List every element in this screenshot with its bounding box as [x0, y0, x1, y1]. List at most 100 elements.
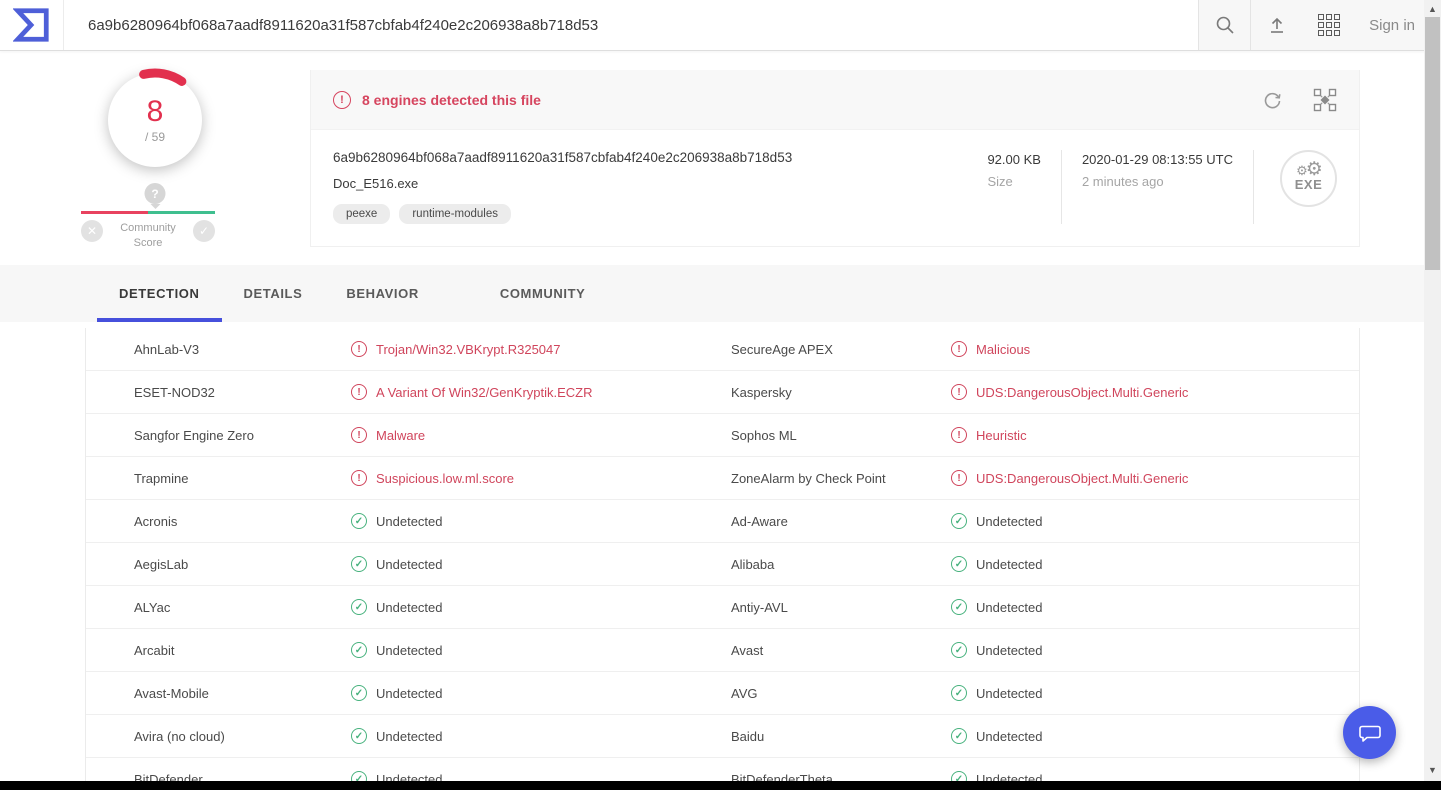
- engine-result: Undetected: [951, 642, 1359, 658]
- file-info-row: 6a9b6280964bf068a7aadf8911620a31f587cbfa…: [311, 130, 1359, 246]
- scroll-up-arrow[interactable]: ▲: [1428, 3, 1437, 14]
- engine-result: Suspicious.low.ml.score: [351, 470, 731, 486]
- status-icon: [351, 427, 367, 443]
- score-bar-positive: [148, 211, 215, 214]
- search-button[interactable]: [1199, 0, 1252, 50]
- tab-community[interactable]: COMMUNITY: [478, 265, 608, 322]
- score-bar-negative: [81, 211, 148, 214]
- status-icon: [351, 642, 367, 658]
- apps-grid-icon: [1318, 14, 1341, 36]
- status-icon: [351, 513, 367, 529]
- file-name: Doc_E516.exe: [333, 176, 419, 191]
- engine-name: Trapmine: [134, 470, 189, 486]
- file-size-block: 92.00 KB Size: [967, 150, 1061, 189]
- page-scrollbar[interactable]: ▲ ▼: [1424, 0, 1441, 790]
- status-icon: [951, 427, 967, 443]
- engine-name: Arcabit: [134, 642, 175, 658]
- scrollbar-thumb[interactable]: [1425, 17, 1440, 270]
- engine-result: Undetected: [351, 685, 731, 701]
- file-tags: peexe runtime-modules: [333, 204, 967, 224]
- engine-name: Sangfor Engine Zero: [134, 427, 254, 443]
- engine-result: Undetected: [951, 599, 1359, 615]
- engine-result: Undetected: [351, 642, 731, 658]
- detection-row: ESET-NOD32 A Variant Of Win32/GenKryptik…: [86, 371, 1359, 414]
- upload-button[interactable]: [1251, 0, 1303, 50]
- detection-row: Acronis Undetected Ad-Aware Undetected: [86, 500, 1359, 543]
- engine-result: Undetected: [951, 556, 1359, 572]
- status-icon: [951, 728, 967, 744]
- topbar-actions: Sign in: [1198, 0, 1441, 50]
- engine-name: AVG: [731, 685, 758, 701]
- engine-name: Acronis: [134, 513, 178, 529]
- status-icon: [951, 470, 967, 486]
- status-icon: [351, 341, 367, 357]
- search-bar: [64, 0, 1199, 50]
- virustotal-logo-icon: [12, 8, 49, 42]
- detection-row: ALYac Undetected Antiy-AVL Undetected: [86, 586, 1359, 629]
- status-icon: [951, 599, 967, 615]
- engine-name: ESET-NOD32: [134, 384, 215, 400]
- upload-icon: [1271, 17, 1284, 33]
- status-icon: [951, 341, 967, 357]
- engine-name: ALYac: [134, 599, 171, 615]
- engines-total: / 59: [144, 129, 165, 144]
- search-input[interactable]: [64, 0, 1199, 50]
- engine-name: ZoneAlarm by Check Point: [731, 470, 886, 486]
- detection-arc: [103, 68, 207, 172]
- status-icon: [351, 599, 367, 615]
- vote-malicious-button[interactable]: ✕: [81, 220, 103, 242]
- analysis-date-relative: 2 minutes ago: [1081, 174, 1164, 189]
- status-icon: [951, 642, 967, 658]
- engine-result: Trojan/Win32.VBKrypt.R325047: [351, 341, 731, 357]
- reanalyze-button[interactable]: [1262, 89, 1283, 110]
- chat-support-button[interactable]: [1343, 706, 1396, 759]
- engine-name: AegisLab: [134, 556, 189, 572]
- engine-result: UDS:DangerousObject.Multi.Generic: [951, 384, 1359, 400]
- divider: [1060, 150, 1062, 224]
- tabs-bar: DETECTION DETAILS BEHAVIOR COMMUNITY: [0, 265, 1441, 322]
- file-type-badge: ⚙⚙ EXE: [1280, 150, 1337, 207]
- similar-files-button[interactable]: [1313, 88, 1337, 112]
- status-icon: [351, 384, 367, 400]
- detection-score-circle: 8 / 59: [103, 68, 207, 172]
- status-icon: [951, 556, 967, 572]
- engine-result: Malicious: [951, 341, 1359, 357]
- tab-label: COMMUNITY: [499, 286, 586, 301]
- scroll-down-arrow[interactable]: ▼: [1428, 764, 1437, 775]
- tab-detection[interactable]: DETECTION: [97, 265, 222, 322]
- file-header-section: 8 / 59 ? ✕ Community Score ✓ ! 8 engines…: [0, 51, 1441, 249]
- engine-name: Kaspersky: [731, 384, 792, 400]
- status-icon: [351, 728, 367, 744]
- file-type-label: EXE: [1294, 177, 1323, 192]
- status-icon: [351, 685, 367, 701]
- status-icon: [951, 384, 967, 400]
- status-icon: [951, 685, 967, 701]
- status-icon: [351, 470, 367, 486]
- engine-result: Undetected: [351, 556, 731, 572]
- tab-details[interactable]: DETAILS: [222, 265, 325, 322]
- apps-menu-button[interactable]: [1303, 0, 1355, 50]
- community-score-bar: [81, 211, 215, 214]
- tab-behavior[interactable]: BEHAVIOR: [324, 265, 440, 322]
- detection-banner: ! 8 engines detected this file: [311, 70, 1359, 130]
- virustotal-logo[interactable]: [0, 0, 64, 50]
- engine-name: SecureAge APEX: [731, 341, 833, 357]
- status-icon: [951, 513, 967, 529]
- engine-result: UDS:DangerousObject.Multi.Generic: [951, 470, 1359, 486]
- engine-result: Undetected: [951, 728, 1359, 744]
- engine-name: AhnLab-V3: [134, 341, 200, 357]
- analysis-date: 2020-01-29 08:13:55 UTC: [1081, 152, 1233, 167]
- detection-row: Arcabit Undetected Avast Undetected: [86, 629, 1359, 672]
- chat-bubble-icon: [1358, 725, 1381, 742]
- vote-harmless-button[interactable]: ✓: [193, 220, 215, 242]
- detection-row: Sangfor Engine Zero Malware Sophos ML He…: [86, 414, 1359, 457]
- file-tag[interactable]: runtime-modules: [399, 204, 511, 224]
- sign-in-link[interactable]: Sign in: [1369, 16, 1415, 34]
- alert-icon: !: [333, 90, 351, 109]
- file-tag[interactable]: peexe: [333, 204, 391, 224]
- engine-name: Avira (no cloud): [134, 728, 225, 744]
- question-mark-pin-icon[interactable]: ?: [144, 183, 166, 204]
- community-score-line1: Community: [120, 222, 176, 234]
- search-icon: [1216, 16, 1234, 34]
- tab-label: BEHAVIOR: [346, 286, 419, 301]
